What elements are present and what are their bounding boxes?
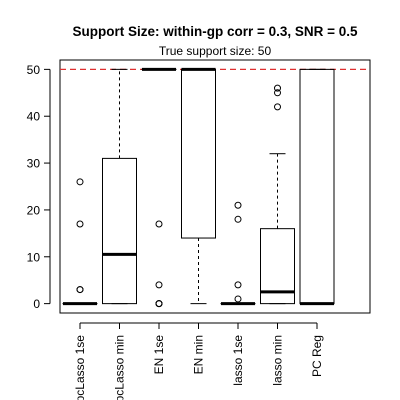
box-4-outlier-0 [234,295,242,303]
x-tick-label-4: lasso 1se [231,335,245,386]
x-tick-label-6: PC Reg [310,335,324,377]
y-tick-label-20: 20 [27,203,41,217]
x-tick-label-2: EN 1se [152,335,166,375]
box-4-outlier-2 [234,215,242,223]
x-tick-label-0: pcLasso 1se [73,335,87,400]
x-tick-label-5: lasso min [271,335,285,386]
y-tick-label-50: 50 [27,63,41,77]
plot-area: 0 10 20 30 40 50 pcLasso 1se pcLasso min EN 1se E… [27,59,371,400]
box-0-outlier-2 [76,220,84,228]
box-0-outlier-1 [76,286,84,294]
chart-subtitle: True support size: 50 [159,44,272,58]
box-5-outlier-1 [274,89,281,97]
x-tick-label-3: EN min [192,335,206,374]
box-3-rect [181,68,216,239]
y-tick-label-40: 40 [27,110,41,124]
box-0-outlier-3 [76,178,84,186]
y-tick-label-0: 0 [33,297,40,311]
box-4-outlier-3 [234,201,242,209]
y-tick-label-30: 30 [27,157,41,171]
box-2-outlier-3 [155,281,163,289]
box-5-outlier-0 [274,103,281,111]
y-tick-label-10: 10 [27,250,41,264]
chart-title: Support Size: within-gp corr = 0.3, SNR … [72,24,358,39]
box-2-outlier-2 [155,300,163,308]
box-2-outlier-4 [155,220,163,228]
box-5-rect [260,228,295,305]
box-5-outlier-2 [274,84,281,92]
box-1-rect [102,157,137,305]
box-4-outlier-1 [234,281,242,289]
box-6-rect [299,68,335,305]
x-tick-label-1: pcLasso min [113,335,127,400]
plot-frame [59,59,371,314]
